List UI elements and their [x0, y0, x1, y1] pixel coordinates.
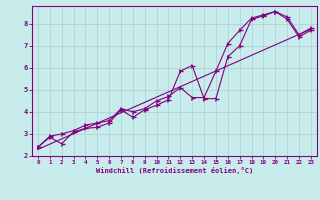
X-axis label: Windchill (Refroidissement éolien,°C): Windchill (Refroidissement éolien,°C): [96, 167, 253, 174]
